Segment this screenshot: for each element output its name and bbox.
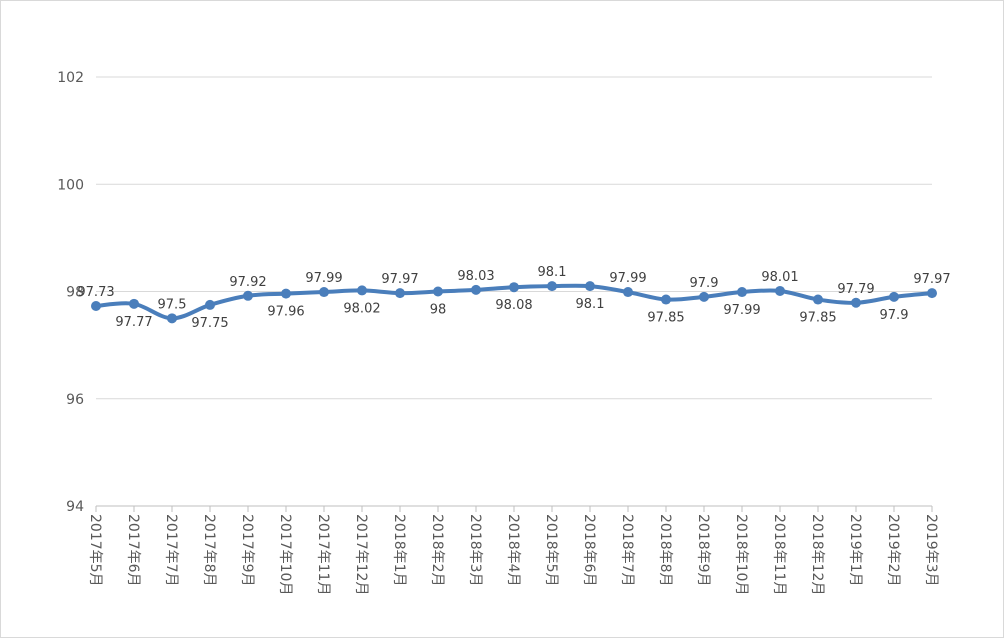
data-point xyxy=(737,287,747,298)
data-label: 98 xyxy=(430,303,447,318)
x-tick-label: 2018年10月 xyxy=(733,514,749,595)
data-point xyxy=(889,291,899,302)
data-label: 97.99 xyxy=(723,303,760,318)
x-tick-label: 2017年9月 xyxy=(239,514,255,587)
data-point xyxy=(471,284,481,295)
data-label: 97.79 xyxy=(837,282,874,297)
data-label: 97.77 xyxy=(115,315,152,330)
x-tick-label: 2019年1月 xyxy=(847,514,863,587)
data-label: 98.01 xyxy=(761,270,798,285)
data-point xyxy=(167,313,177,324)
data-point xyxy=(243,290,253,301)
data-point xyxy=(357,285,367,296)
x-tick-label: 2017年11月 xyxy=(315,514,331,595)
y-tick-label: 94 xyxy=(66,499,84,515)
data-point xyxy=(699,291,709,302)
data-point xyxy=(623,287,633,298)
y-tick-label: 96 xyxy=(66,392,84,408)
data-label: 97.9 xyxy=(690,276,719,291)
data-label: 98.03 xyxy=(457,269,494,284)
data-label: 98.08 xyxy=(495,298,532,313)
data-label: 97.5 xyxy=(158,297,187,312)
x-tick-label: 2017年10月 xyxy=(277,514,293,595)
x-tick-label: 2017年5月 xyxy=(87,514,103,587)
data-point xyxy=(91,300,101,311)
x-tick-label: 2018年3月 xyxy=(467,514,483,587)
y-tick-label: 98 xyxy=(66,285,84,301)
data-label: 97.85 xyxy=(647,311,684,326)
data-point xyxy=(585,281,595,292)
data-point xyxy=(509,282,519,293)
data-point xyxy=(395,288,405,299)
x-tick-label: 2018年5月 xyxy=(543,514,559,587)
x-tick-label: 2017年7月 xyxy=(163,514,179,587)
data-point xyxy=(433,286,443,297)
data-point xyxy=(281,288,291,299)
data-label: 97.97 xyxy=(381,272,418,287)
data-label: 97.85 xyxy=(799,311,836,326)
x-tick-label: 2017年12月 xyxy=(353,514,369,595)
x-tick-label: 2018年11月 xyxy=(771,514,787,595)
x-tick-label: 2018年12月 xyxy=(809,514,825,595)
y-tick-label: 102 xyxy=(57,70,84,86)
data-point xyxy=(927,288,937,299)
data-point xyxy=(813,294,823,305)
x-tick-label: 2018年7月 xyxy=(619,514,635,587)
data-point xyxy=(205,299,215,310)
data-point xyxy=(775,285,785,296)
data-point xyxy=(547,281,557,292)
data-label: 97.99 xyxy=(305,271,342,286)
x-tick-label: 2018年6月 xyxy=(581,514,597,587)
data-label: 97.75 xyxy=(191,316,228,331)
x-tick-label: 2018年8月 xyxy=(657,514,673,587)
data-label: 98.02 xyxy=(343,301,380,316)
data-label: 97.92 xyxy=(229,275,266,290)
x-tick-label: 2019年2月 xyxy=(885,514,901,587)
data-label: 97.99 xyxy=(609,271,646,286)
data-label: 97.73 xyxy=(77,285,114,300)
x-tick-label: 2018年2月 xyxy=(429,514,445,587)
x-tick-label: 2018年4月 xyxy=(505,514,521,587)
data-point xyxy=(851,297,861,308)
data-label: 97.96 xyxy=(267,305,304,320)
x-tick-label: 2018年1月 xyxy=(391,514,407,587)
x-tick-label: 2017年8月 xyxy=(201,514,217,587)
data-label: 97.97 xyxy=(913,272,950,287)
x-tick-label: 2019年3月 xyxy=(923,514,939,587)
x-tick-label: 2017年6月 xyxy=(125,514,141,587)
data-point xyxy=(319,287,329,298)
data-label: 98.1 xyxy=(538,265,567,280)
data-point xyxy=(661,294,671,305)
y-tick-label: 100 xyxy=(57,177,84,193)
x-tick-label: 2018年9月 xyxy=(695,514,711,587)
data-point xyxy=(129,298,139,309)
data-label: 97.9 xyxy=(880,308,909,323)
data-label: 98.1 xyxy=(576,297,605,312)
